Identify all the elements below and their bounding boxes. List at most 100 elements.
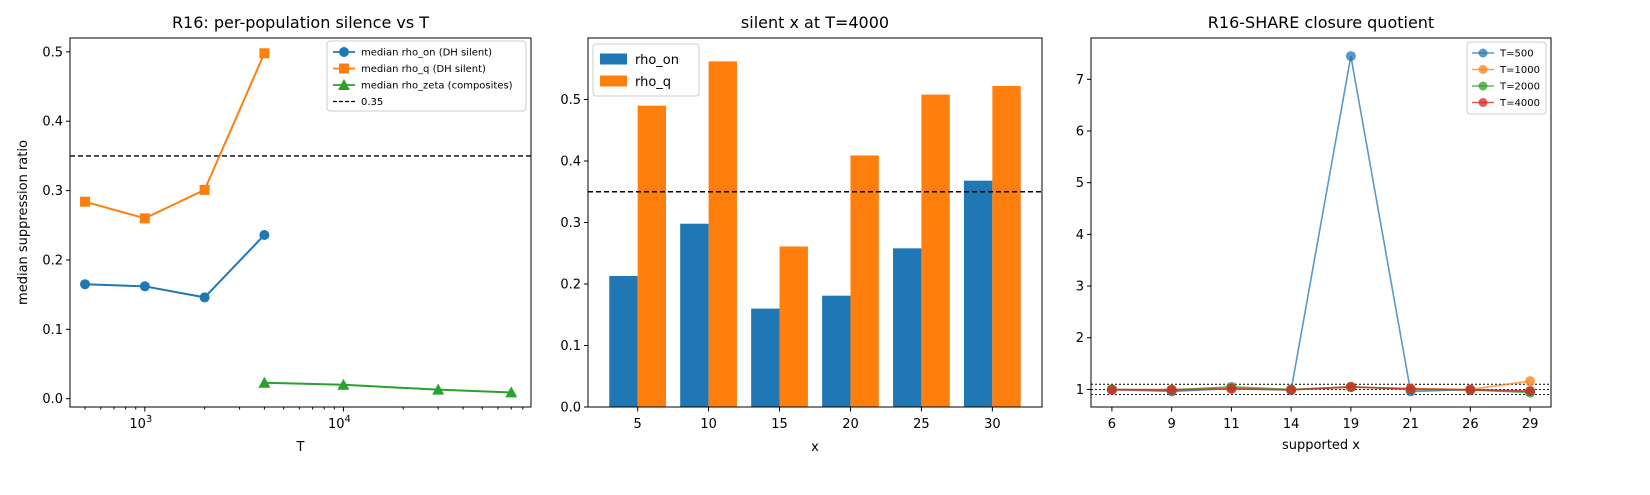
x-tick-label: 6 bbox=[1108, 417, 1116, 432]
legend-label: median rho_q (DH silent) bbox=[361, 64, 486, 75]
x-tick-label: 9 bbox=[1168, 417, 1176, 432]
y-tick-label: 0.2 bbox=[42, 253, 63, 268]
x-tick-label: 14 bbox=[1283, 417, 1300, 432]
y-axis-label: median suppression ratio bbox=[16, 140, 31, 305]
series-line bbox=[264, 381, 512, 394]
bar bbox=[822, 295, 851, 407]
x-axis-label: supported x bbox=[1282, 438, 1360, 453]
legend-label: median rho_on (DH silent) bbox=[361, 48, 492, 59]
legend-marker bbox=[1478, 48, 1488, 58]
data-point bbox=[1166, 384, 1177, 395]
x-tick-label: 29 bbox=[1522, 417, 1539, 432]
legend: median rho_on (DH silent) median rho_q (D… bbox=[326, 40, 527, 112]
bar bbox=[680, 223, 709, 407]
legend-label: rho_on bbox=[635, 53, 679, 68]
y-tick-label: 0.5 bbox=[42, 45, 63, 60]
y-tick-label: 0.0 bbox=[560, 401, 581, 416]
legend-label: 0.35 bbox=[361, 97, 383, 108]
legend-label: median rho_zeta (composites) bbox=[361, 81, 513, 92]
data-point bbox=[1226, 383, 1237, 394]
chart-title: R16-SHARE closure quotient bbox=[1208, 13, 1434, 32]
y-tick-label: 0.2 bbox=[560, 278, 581, 293]
chart-title: silent x at T=4000 bbox=[741, 13, 889, 32]
legend-marker bbox=[1478, 65, 1488, 74]
y-tick-label: 1 bbox=[1076, 383, 1084, 398]
x-tick-label: 11 bbox=[1223, 417, 1240, 432]
data-point bbox=[80, 196, 91, 207]
chart-title: R16: per-population silence vs T bbox=[172, 13, 429, 32]
legend-marker bbox=[339, 47, 349, 57]
legend-marker bbox=[339, 63, 349, 74]
x-tick-label: 10 bbox=[700, 417, 717, 432]
data-point bbox=[1405, 383, 1416, 394]
y-tick-label: 0.0 bbox=[42, 392, 63, 407]
series-line bbox=[84, 52, 266, 220]
y-tick-label: 3 bbox=[1076, 280, 1084, 295]
data-point bbox=[1525, 385, 1536, 396]
x-tick-label: 21 bbox=[1402, 417, 1419, 432]
plot-frame bbox=[69, 37, 532, 408]
bar bbox=[751, 308, 780, 407]
y-tick-label: 5 bbox=[1076, 176, 1084, 191]
legend-swatch bbox=[600, 53, 627, 65]
x-tick-label: 5 bbox=[634, 417, 642, 432]
legend-label: T=2000 bbox=[1499, 82, 1540, 93]
bar bbox=[609, 276, 638, 407]
x-tick-label: 20 bbox=[842, 417, 859, 432]
data-point bbox=[505, 386, 518, 398]
data-point bbox=[1345, 381, 1356, 392]
x-axis-label: T bbox=[296, 440, 305, 455]
y-tick-label: 0.5 bbox=[560, 93, 581, 108]
bar bbox=[779, 246, 808, 407]
y-tick-label: 0.1 bbox=[560, 339, 581, 354]
data-point bbox=[259, 48, 270, 59]
legend-box bbox=[1466, 41, 1547, 115]
y-tick-label: 6 bbox=[1076, 125, 1084, 140]
chart-silent-x-bars: 5 10 15 20 25 30 0.0 0.1 0.2 0.3 0.4 0.5 silent x at… bbox=[560, 13, 1043, 455]
data-point bbox=[139, 281, 150, 292]
bar bbox=[637, 105, 667, 408]
bar bbox=[708, 61, 737, 408]
data-point bbox=[258, 376, 271, 388]
y-tick-label: 0.3 bbox=[560, 216, 581, 231]
series-line bbox=[85, 234, 266, 299]
data-point bbox=[259, 229, 270, 240]
bar bbox=[921, 94, 950, 407]
plot-frame bbox=[1090, 37, 1552, 408]
chart-closure-quotient: 6 9 11 14 19 21 26 29 1 2 3 4 5 6 7 R16-SHARE closure q… bbox=[1076, 13, 1552, 453]
data-point bbox=[1106, 384, 1117, 395]
data-point bbox=[432, 383, 445, 395]
y-tick-label: 0.4 bbox=[560, 155, 581, 170]
y-tick-label: 0.4 bbox=[42, 115, 63, 130]
legend-marker bbox=[1478, 98, 1488, 107]
bar bbox=[963, 180, 993, 407]
bar bbox=[893, 248, 922, 407]
series-line bbox=[1111, 386, 1531, 392]
y-tick-label: 0.1 bbox=[42, 323, 63, 338]
x-tick-label: 103 bbox=[129, 414, 152, 432]
y-tick-label: 4 bbox=[1076, 228, 1084, 243]
legend-label: T=4000 bbox=[1499, 98, 1540, 109]
legend: rho_on rho_q bbox=[592, 43, 700, 97]
data-point bbox=[139, 213, 150, 224]
data-point bbox=[1345, 51, 1356, 62]
legend-marker bbox=[338, 79, 350, 90]
data-point bbox=[199, 292, 210, 303]
legend-box bbox=[326, 40, 527, 112]
data-point bbox=[80, 279, 91, 290]
data-point bbox=[1286, 384, 1297, 395]
y-tick-label: 0.3 bbox=[42, 184, 63, 199]
bar bbox=[850, 155, 879, 407]
data-point bbox=[1465, 384, 1476, 395]
legend-marker bbox=[1478, 81, 1488, 91]
x-tick-label: 104 bbox=[328, 414, 351, 432]
x-tick-label: 25 bbox=[913, 417, 930, 432]
x-tick-label: 19 bbox=[1343, 417, 1360, 432]
data-point bbox=[199, 184, 210, 195]
legend-swatch bbox=[600, 75, 627, 87]
legend-label: T=500 bbox=[1499, 49, 1534, 60]
legend: T=500 T=1000 T=2000 T=4000 bbox=[1466, 41, 1547, 115]
bar bbox=[992, 85, 1021, 407]
legend-label: rho_q bbox=[635, 75, 671, 90]
